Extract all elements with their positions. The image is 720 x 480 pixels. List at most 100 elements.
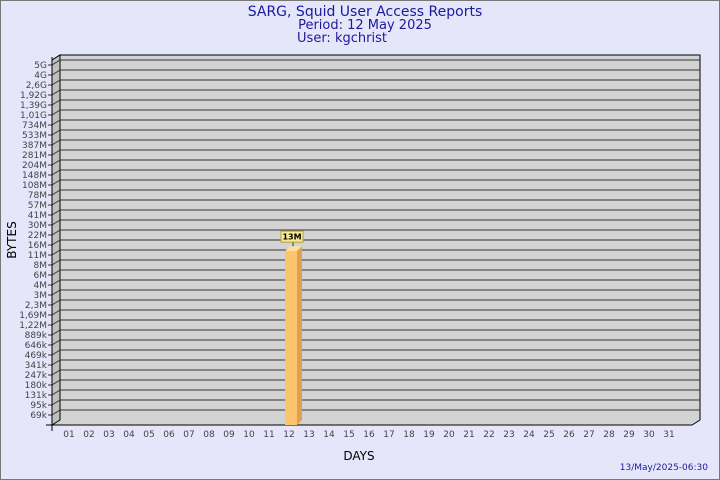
grid-line-diagonal xyxy=(51,399,61,406)
y-tick-label: 131k xyxy=(25,391,48,401)
x-tick-label: 31 xyxy=(663,430,674,440)
grid-line-diagonal xyxy=(51,159,61,166)
grid-line-diagonal xyxy=(51,369,61,376)
y-tick-label: 1,39G xyxy=(20,101,47,111)
grid-line-diagonal xyxy=(51,89,61,96)
x-tick-label: 24 xyxy=(523,430,535,440)
grid-line-diagonal xyxy=(51,209,61,216)
grid-line-diagonal xyxy=(51,119,61,126)
y-tick-label: 1,22M xyxy=(19,321,47,331)
grid-line-diagonal xyxy=(51,149,61,156)
y-tick-label: 1,92G xyxy=(20,91,47,101)
y-tick-label: 16M xyxy=(28,241,47,251)
x-tick-label: 15 xyxy=(343,430,354,440)
y-tick-label: 2,3M xyxy=(25,301,47,311)
x-tick-label: 11 xyxy=(263,430,274,440)
y-tick-label: 11M xyxy=(28,251,47,261)
x-tick-label: 07 xyxy=(183,430,194,440)
grid-line-diagonal xyxy=(51,259,61,266)
grid-line-diagonal xyxy=(51,249,61,256)
bar-data-label: 13M xyxy=(282,233,301,242)
grid-line-diagonal xyxy=(51,99,61,106)
y-tick-label: 281M xyxy=(22,151,47,161)
y-tick-label: 204M xyxy=(22,161,47,171)
y-axis-label: BYTES xyxy=(5,221,19,258)
grid-line-diagonal xyxy=(51,329,61,336)
grid-line-diagonal xyxy=(51,109,61,116)
x-tick-label: 17 xyxy=(383,430,394,440)
x-tick-label: 09 xyxy=(223,430,235,440)
x-tick-label: 29 xyxy=(623,430,635,440)
bar-top xyxy=(285,246,302,252)
y-tick-label: 41M xyxy=(28,211,47,221)
grid-line-diagonal xyxy=(51,289,61,296)
chart-title: SARG, Squid User Access Reports xyxy=(248,4,483,20)
grid-line-diagonal xyxy=(51,189,61,196)
grid-line-diagonal xyxy=(51,69,61,76)
bar-label-box xyxy=(280,230,304,243)
grid-line-diagonal xyxy=(51,389,61,396)
y-tick-label: 4G xyxy=(34,71,47,81)
x-tick-label: 30 xyxy=(643,430,655,440)
x-tick-label: 02 xyxy=(83,430,94,440)
x-tick-label: 13 xyxy=(303,430,314,440)
y-tick-label: 69k xyxy=(30,411,47,421)
x-tick-label: 14 xyxy=(323,430,335,440)
grid-line-diagonal xyxy=(51,319,61,326)
x-tick-label: 10 xyxy=(243,430,255,440)
grid-line-diagonal xyxy=(51,169,61,176)
x-tick-label: 08 xyxy=(203,430,215,440)
grid-line-diagonal xyxy=(51,179,61,186)
y-tick-label: 180k xyxy=(25,381,48,391)
x-tick-label: 28 xyxy=(603,430,615,440)
grid-line-diagonal xyxy=(51,359,61,366)
y-tick-label: 889k xyxy=(25,331,48,341)
generated-timestamp: 13/May/2025-06:30 xyxy=(620,463,708,473)
y-tick-label: 533M xyxy=(22,131,47,141)
grid-line-diagonal xyxy=(51,199,61,206)
grid-line-diagonal xyxy=(51,129,61,136)
y-tick-label: 22M xyxy=(28,231,47,241)
grid-line-diagonal xyxy=(51,309,61,316)
grid-line-diagonal xyxy=(51,269,61,276)
x-tick-label: 18 xyxy=(403,430,415,440)
y-tick-label: 387M xyxy=(22,141,47,151)
grid-line-diagonal xyxy=(51,139,61,146)
y-tick-label: 4M xyxy=(34,281,48,291)
x-tick-label: 12 xyxy=(283,430,294,440)
grid-line-diagonal xyxy=(51,229,61,236)
y-tick-label: 108M xyxy=(22,181,47,191)
y-tick-label: 30M xyxy=(28,221,47,231)
x-tick-label: 01 xyxy=(63,430,74,440)
grid-line-diagonal xyxy=(51,79,61,86)
x-axis-label: DAYS xyxy=(343,449,374,463)
x-tick-label: 25 xyxy=(543,430,554,440)
y-tick-label: 247k xyxy=(25,371,48,381)
y-tick-label: 6M xyxy=(34,271,48,281)
chart-user: User: kgchrist xyxy=(297,31,387,46)
chart-period: Period: 12 May 2025 xyxy=(298,18,432,33)
x-tick-label: 21 xyxy=(463,430,474,440)
y-tick-label: 734M xyxy=(22,121,47,131)
y-tick-label: 646k xyxy=(25,341,48,351)
bar xyxy=(285,251,297,425)
x-tick-label: 05 xyxy=(143,430,154,440)
y-tick-label: 57M xyxy=(28,201,47,211)
grid-line-diagonal xyxy=(51,279,61,286)
grid-line-diagonal xyxy=(51,299,61,306)
y-tick-label: 341k xyxy=(25,361,48,371)
x-tick-label: 20 xyxy=(443,430,455,440)
y-tick-label: 148M xyxy=(22,171,47,181)
y-tick-label: 469k xyxy=(25,351,48,361)
y-tick-label: 1,01G xyxy=(20,111,47,121)
y-tick-label: 5G xyxy=(34,61,47,71)
y-tick-label: 3M xyxy=(34,291,48,301)
grid-line-diagonal xyxy=(51,59,61,66)
y-tick-label: 78M xyxy=(28,191,47,201)
grid-line-diagonal xyxy=(51,379,61,386)
y-tick-label: 2,6G xyxy=(26,81,47,91)
x-tick-label: 06 xyxy=(163,430,175,440)
grid-line-diagonal xyxy=(51,339,61,346)
y-tick-label: 1,69M xyxy=(19,311,47,321)
